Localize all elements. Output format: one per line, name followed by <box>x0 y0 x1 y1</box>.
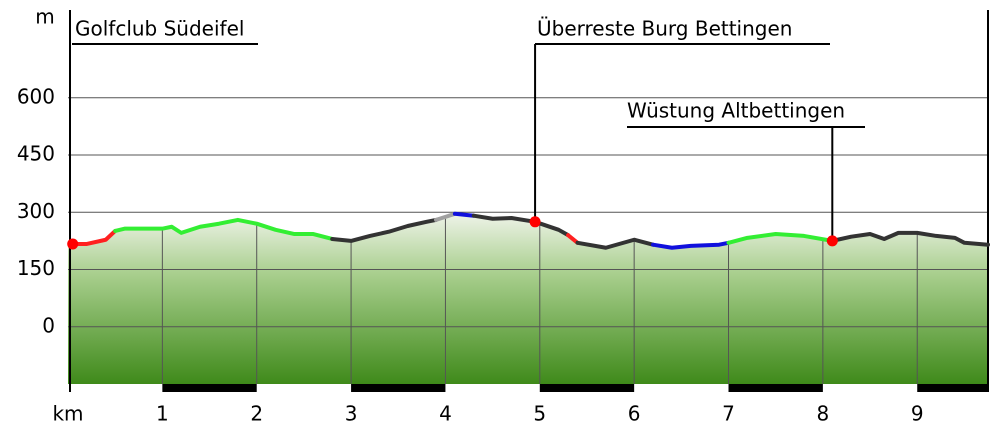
y-axis-label: m <box>35 5 54 29</box>
km-strip-block <box>162 384 257 392</box>
x-tick-label: 2 <box>250 402 263 426</box>
annotation-marker <box>529 216 541 228</box>
annotation-label: Golfclub Südeifel <box>75 17 244 41</box>
x-tick-label: 5 <box>533 402 546 426</box>
profile-segment <box>651 240 731 250</box>
profile-segment <box>452 211 476 218</box>
x-tick-label: 6 <box>628 402 641 426</box>
km-strip-block <box>539 384 635 392</box>
x-tick-label: 8 <box>817 402 830 426</box>
annotation-label: Überreste Burg Bettingen <box>537 17 792 41</box>
y-tick-label: 600 <box>17 84 55 108</box>
y-tick-label: 300 <box>17 199 55 223</box>
annotation-label: Wüstung Altbettingen <box>627 99 845 123</box>
km-strip-block <box>728 384 823 392</box>
profile-segment <box>113 217 335 241</box>
x-tick-label: 3 <box>345 402 358 426</box>
profile-segment <box>434 211 457 222</box>
x-tick-label: 7 <box>722 402 735 426</box>
profile-segment <box>830 230 990 247</box>
x-tick-label: 1 <box>156 402 169 426</box>
annotation-marker <box>67 238 79 250</box>
profile-segment <box>726 232 835 245</box>
y-tick-label: 0 <box>42 313 55 337</box>
km-strip-block <box>351 384 446 392</box>
terrain-area <box>68 213 988 384</box>
y-tick-label: 150 <box>17 256 55 280</box>
profile-segment <box>70 228 118 246</box>
x-tick-label: 9 <box>911 402 924 426</box>
profile-segment <box>330 217 438 243</box>
profile-segment <box>566 233 580 245</box>
y-tick-label: 450 <box>17 142 55 166</box>
x-tick-label: 4 <box>439 402 452 426</box>
km-strip-block <box>917 384 988 392</box>
annotation-marker <box>826 235 838 247</box>
km-strip <box>68 384 988 392</box>
profile-segment <box>471 213 571 238</box>
x-axis-label: km <box>52 402 83 426</box>
profile-segment <box>575 237 656 250</box>
vertical-grid <box>161 213 918 384</box>
